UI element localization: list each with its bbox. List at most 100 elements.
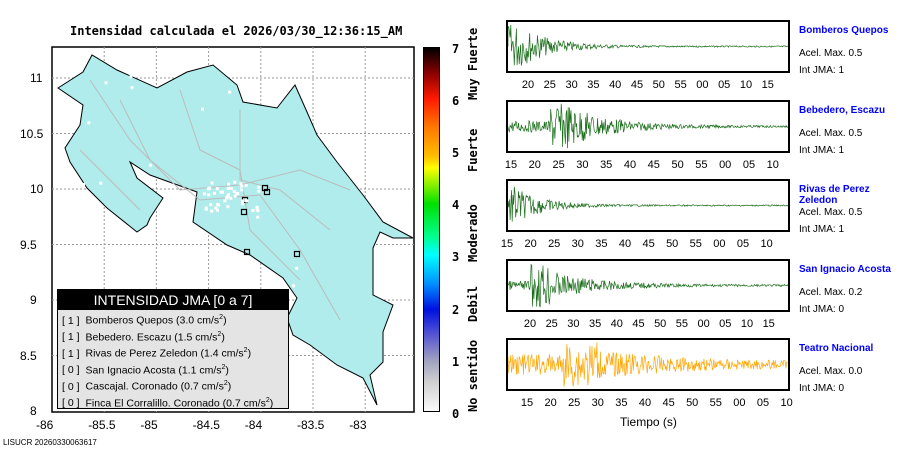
station-marker[interactable] (263, 188, 271, 196)
legend-row: [ 1 ] Bebedero. Escazu (1.5 cm/s2) (58, 327, 288, 344)
city-dot (239, 182, 243, 186)
max-acceleration: Acel. Max. 0.0 (799, 366, 863, 377)
waveform-trace (508, 186, 788, 222)
lon-tick-label: -86 (36, 418, 54, 432)
time-tick-label: 10 (740, 318, 754, 330)
time-tick-label: 15 (504, 159, 518, 171)
city-dot (228, 187, 232, 191)
city-dot (163, 221, 167, 225)
legend-jma: [ 0 ] (62, 380, 80, 393)
time-tick-label: 00 (697, 318, 710, 330)
city-dot (82, 182, 86, 186)
station-name[interactable]: Bebedero, Escazu (799, 105, 886, 116)
time-tick-label: 35 (588, 318, 602, 330)
legend-close: ) (225, 364, 229, 376)
city-dot (219, 190, 223, 194)
time-tick-label: 30 (565, 79, 578, 91)
legend-station: Bebedero. Escazu (1.5 cm/s (85, 331, 218, 343)
time-tick-label: 25 (568, 397, 581, 409)
city-dot (236, 192, 240, 196)
colorbar-tick: 1 (452, 354, 460, 369)
time-tick-label: 55 (695, 159, 708, 171)
time-tick-label: 05 (736, 238, 750, 250)
time-tick-label: 35 (595, 238, 608, 250)
station-marker[interactable] (240, 208, 248, 216)
city-dot (214, 206, 218, 210)
time-tick-label: 40 (618, 238, 632, 250)
station-name[interactable]: Rivas de Perez Zeledon (799, 184, 870, 206)
city-dot (225, 196, 229, 200)
time-tick-label: 30 (571, 238, 584, 250)
city-dot (215, 187, 219, 191)
station-name[interactable]: Bomberos Quepos (799, 25, 889, 36)
lon-tick-label: -85 (140, 418, 158, 432)
city-dot (233, 194, 237, 198)
city-dot (244, 183, 248, 187)
city-dot (251, 209, 255, 213)
city-dot (233, 180, 237, 184)
time-tick-label: 55 (674, 79, 687, 91)
colorbar-class: Debil (466, 285, 480, 322)
jma-intensity: Int JMA: 1 (799, 224, 845, 235)
legend-jma: [ 1 ] (62, 331, 80, 343)
time-tick-label: 50 (671, 159, 684, 171)
city-dot (267, 100, 271, 104)
time-tick-label: 05 (718, 79, 731, 91)
city-dot (99, 181, 103, 185)
city-dot (210, 209, 214, 213)
time-tick-label: 45 (647, 159, 660, 171)
waveform-panel (506, 100, 790, 153)
city-dot (160, 182, 164, 186)
time-tick-label: 35 (615, 397, 628, 409)
colorbar-class: Moderado (466, 204, 480, 262)
city-dot (255, 205, 259, 209)
legend-close: ) (223, 314, 227, 327)
time-tick-label: 55 (709, 397, 722, 409)
station-marker[interactable] (293, 250, 301, 258)
time-tick-label: 25 (543, 79, 556, 91)
legend-row: [ 1 ] Bomberos Quepos (3.0 cm/s2) (58, 310, 288, 327)
city-dot (227, 193, 231, 197)
city-dot (317, 115, 321, 119)
legend-sup: 2 (221, 363, 226, 371)
time-tick-label: 10 (780, 397, 793, 409)
jma-intensity: Int JMA: 1 (799, 145, 845, 156)
time-tick-label: 30 (576, 159, 589, 171)
colorbar-tick: 5 (452, 146, 460, 161)
max-acceleration: Acel. Max. 0.5 (799, 48, 863, 59)
legend-close: ) (221, 331, 225, 343)
city-dot (212, 191, 216, 195)
time-tick-label: 55 (675, 318, 689, 330)
legend-close: ) (269, 397, 274, 409)
lat-tick-label: 10 (30, 182, 44, 196)
time-tick-label: 05 (756, 397, 770, 409)
lon-tick-label: -84.5 (192, 418, 220, 432)
city-dot (223, 199, 227, 203)
city-dot (257, 189, 261, 193)
time-tick-label: 50 (652, 79, 665, 91)
lat-tick-label: 8.5 (20, 348, 37, 363)
station-marker[interactable] (243, 248, 251, 256)
station-name[interactable]: Teatro Nacional (799, 343, 874, 354)
waveform-panel (506, 20, 790, 73)
costa-rica-land (57, 54, 414, 406)
time-tick-label: 35 (600, 159, 613, 171)
x-axis-label: Tiempo (s) (620, 415, 677, 429)
city-dot (256, 215, 260, 219)
city-dot (149, 163, 153, 167)
max-acceleration: Acel. Max. 0.5 (799, 207, 863, 218)
city-dot (209, 203, 213, 207)
time-tick-label: 20 (524, 238, 537, 250)
time-tick-label: 45 (642, 238, 655, 250)
legend-row: [ 0 ] Finca El Corralillo. Coronado (0.7 … (58, 393, 288, 410)
time-tick-label: 10 (760, 238, 773, 250)
legend-sup: 2 (243, 347, 248, 354)
jma-intensity: Int JMA: 1 (799, 65, 845, 76)
jma-intensity: Int JMA: 0 (799, 383, 845, 394)
time-tick-label: 50 (666, 238, 679, 250)
city-dot (208, 186, 212, 190)
lat-tick-label: 11 (30, 71, 43, 85)
city-dot (240, 199, 244, 203)
station-name[interactable]: San Ignacio Acosta (799, 264, 891, 275)
city-dot (257, 185, 261, 189)
